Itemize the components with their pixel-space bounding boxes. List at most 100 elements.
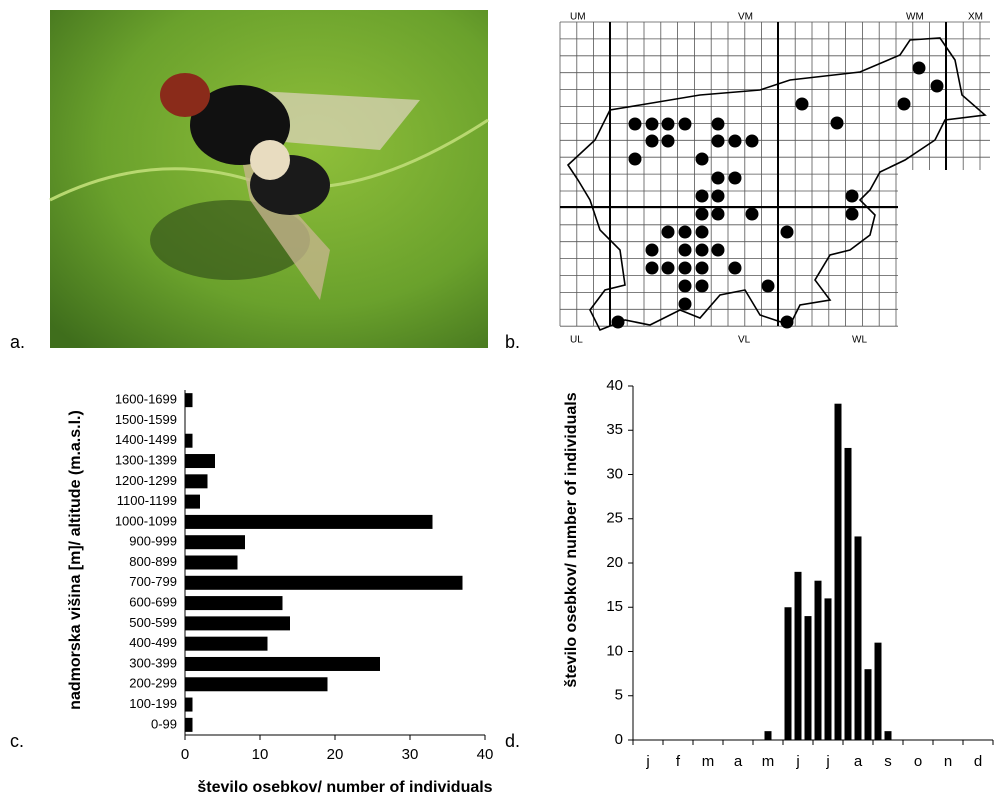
bar bbox=[185, 555, 238, 570]
y-tick-label: 1600-1699 bbox=[115, 392, 177, 407]
bar bbox=[185, 636, 268, 651]
bar bbox=[185, 616, 290, 631]
map-dot bbox=[830, 116, 844, 130]
map-dot bbox=[645, 117, 659, 131]
map-label: WM bbox=[906, 12, 924, 23]
x-tick-label: a bbox=[854, 753, 863, 770]
map-dot bbox=[695, 207, 709, 221]
map-label: UL bbox=[570, 335, 583, 346]
x-tick-label: j bbox=[825, 753, 829, 770]
map-dot bbox=[845, 189, 859, 203]
map-dot bbox=[678, 117, 692, 131]
bar bbox=[185, 717, 193, 732]
bar bbox=[185, 697, 193, 712]
panel-label: d. bbox=[505, 731, 520, 751]
map-dot bbox=[695, 225, 709, 239]
map-dot bbox=[678, 279, 692, 293]
panel-label: b. bbox=[505, 332, 520, 352]
map-dot bbox=[728, 171, 742, 185]
x-tick-label: 10 bbox=[252, 746, 269, 763]
map-dot bbox=[711, 189, 725, 203]
map-dot bbox=[745, 134, 759, 148]
map-dot bbox=[661, 225, 675, 239]
map-dot bbox=[645, 134, 659, 148]
map-label: UM bbox=[570, 12, 586, 23]
map-dot bbox=[661, 117, 675, 131]
map-dot bbox=[628, 152, 642, 166]
y-tick-label: 300-399 bbox=[129, 655, 177, 670]
y-tick-label: 10 bbox=[606, 642, 623, 659]
map-dot bbox=[661, 261, 675, 275]
map bbox=[555, 10, 990, 332]
map-dot bbox=[678, 261, 692, 275]
map-dot bbox=[645, 243, 659, 257]
y-tick-label: 700-799 bbox=[129, 574, 177, 589]
bar bbox=[874, 642, 882, 740]
map-dot bbox=[645, 261, 659, 275]
y-tick-label: 400-499 bbox=[129, 635, 177, 650]
bar bbox=[794, 571, 802, 740]
x-tick-label: s bbox=[884, 753, 892, 770]
y-tick-label: 40 bbox=[606, 377, 623, 394]
x-tick-label: 40 bbox=[477, 746, 494, 763]
map-dot bbox=[728, 134, 742, 148]
map-dot bbox=[711, 134, 725, 148]
map-dot bbox=[780, 315, 794, 329]
bar bbox=[804, 616, 812, 740]
bar bbox=[854, 536, 862, 740]
x-tick-label: 0 bbox=[181, 746, 189, 763]
map-dot bbox=[897, 97, 911, 111]
panel-label: c. bbox=[10, 731, 24, 751]
y-tick-label: 600-699 bbox=[129, 595, 177, 610]
map-dot bbox=[695, 189, 709, 203]
x-axis-title: število osebkov/ number of individuals bbox=[197, 779, 492, 796]
bar bbox=[185, 677, 328, 692]
x-tick-label: m bbox=[702, 753, 715, 770]
map-label: VL bbox=[738, 335, 751, 346]
map-dot bbox=[711, 117, 725, 131]
y-axis-title: število osebkov/ number of individuals bbox=[563, 392, 580, 687]
x-tick-label: 20 bbox=[327, 746, 344, 763]
bar bbox=[844, 447, 852, 740]
map-outline bbox=[566, 37, 987, 332]
map-dot bbox=[711, 207, 725, 221]
bar bbox=[185, 535, 245, 550]
map-dot bbox=[711, 243, 725, 257]
map-dot bbox=[695, 152, 709, 166]
y-tick-label: 500-599 bbox=[129, 615, 177, 630]
bar bbox=[185, 393, 193, 408]
bar bbox=[185, 454, 215, 469]
y-tick-label: 800-899 bbox=[129, 554, 177, 569]
x-tick-label: a bbox=[734, 753, 743, 770]
y-tick-label: 1400-1499 bbox=[115, 432, 177, 447]
x-tick-label: j bbox=[795, 753, 799, 770]
bar bbox=[884, 731, 892, 740]
y-tick-label: 100-199 bbox=[129, 696, 177, 711]
y-tick-label: 0 bbox=[615, 731, 623, 748]
bar bbox=[185, 596, 283, 611]
map-dot bbox=[845, 207, 859, 221]
map-dot bbox=[745, 207, 759, 221]
map-dot bbox=[678, 243, 692, 257]
bar bbox=[185, 514, 433, 529]
bar bbox=[185, 474, 208, 489]
y-tick-label: 35 bbox=[606, 421, 623, 438]
map-dot bbox=[611, 315, 625, 329]
y-tick-label: 30 bbox=[606, 465, 623, 482]
map-dot bbox=[795, 97, 809, 111]
map-dot bbox=[728, 261, 742, 275]
x-tick-label: j bbox=[645, 753, 649, 770]
y-tick-label: 5 bbox=[615, 687, 623, 704]
panel-label: a. bbox=[10, 332, 25, 352]
bar bbox=[864, 669, 872, 740]
map-dot bbox=[695, 243, 709, 257]
y-tick-label: 200-299 bbox=[129, 676, 177, 691]
map-dot bbox=[711, 171, 725, 185]
map-dot bbox=[661, 134, 675, 148]
y-tick-label: 1500-1599 bbox=[115, 412, 177, 427]
map-dot bbox=[695, 261, 709, 275]
bar bbox=[814, 580, 822, 740]
x-tick-label: f bbox=[676, 753, 681, 770]
y-tick-label: 900-999 bbox=[129, 534, 177, 549]
map-dot bbox=[761, 279, 775, 293]
